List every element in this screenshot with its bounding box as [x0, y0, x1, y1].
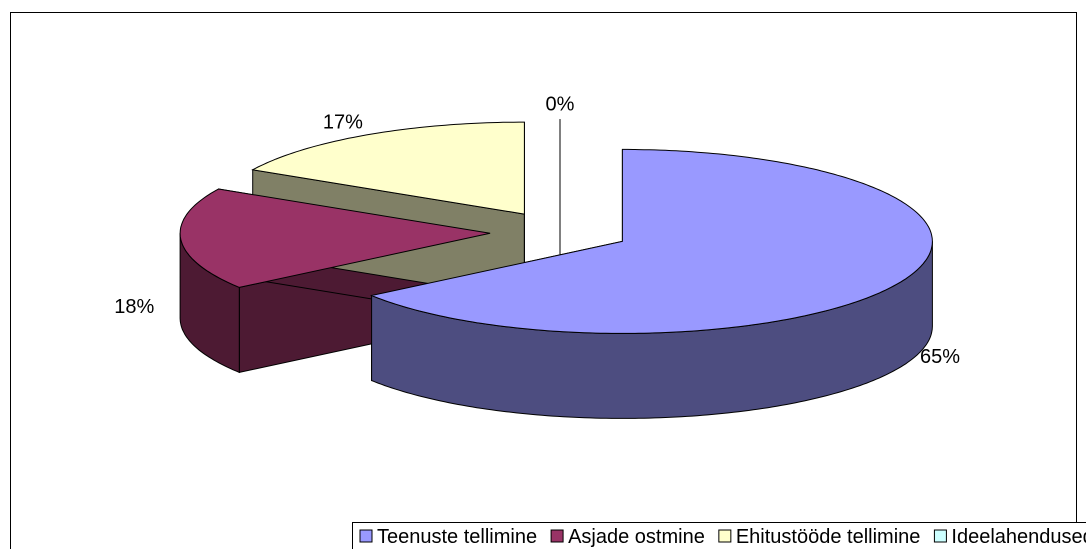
- slice: [369, 148, 933, 334]
- legend-swatch: [933, 529, 947, 543]
- data-label: 18%: [114, 296, 154, 318]
- legend: Teenuste tellimine Asjade ostmine Ehitustö…: [352, 522, 1086, 549]
- pie: 65% 18% 17% 0%: [114, 94, 960, 419]
- legend-label: Ideelahendused: [951, 526, 1086, 548]
- legend-label: Ehitustööde tellimine: [736, 526, 921, 548]
- slice: [179, 188, 491, 288]
- legend-label: Asjade ostmine: [568, 526, 705, 548]
- data-label: 0%: [546, 94, 575, 116]
- data-label: 17%: [323, 111, 363, 133]
- legend-swatch: [718, 529, 732, 543]
- slice: [251, 121, 525, 215]
- legend-swatch: [550, 529, 564, 543]
- legend-label: Teenuste tellimine: [377, 526, 537, 548]
- legend-swatch: [359, 529, 373, 543]
- chart-frame: [10, 12, 1077, 549]
- data-label: 65%: [920, 346, 960, 368]
